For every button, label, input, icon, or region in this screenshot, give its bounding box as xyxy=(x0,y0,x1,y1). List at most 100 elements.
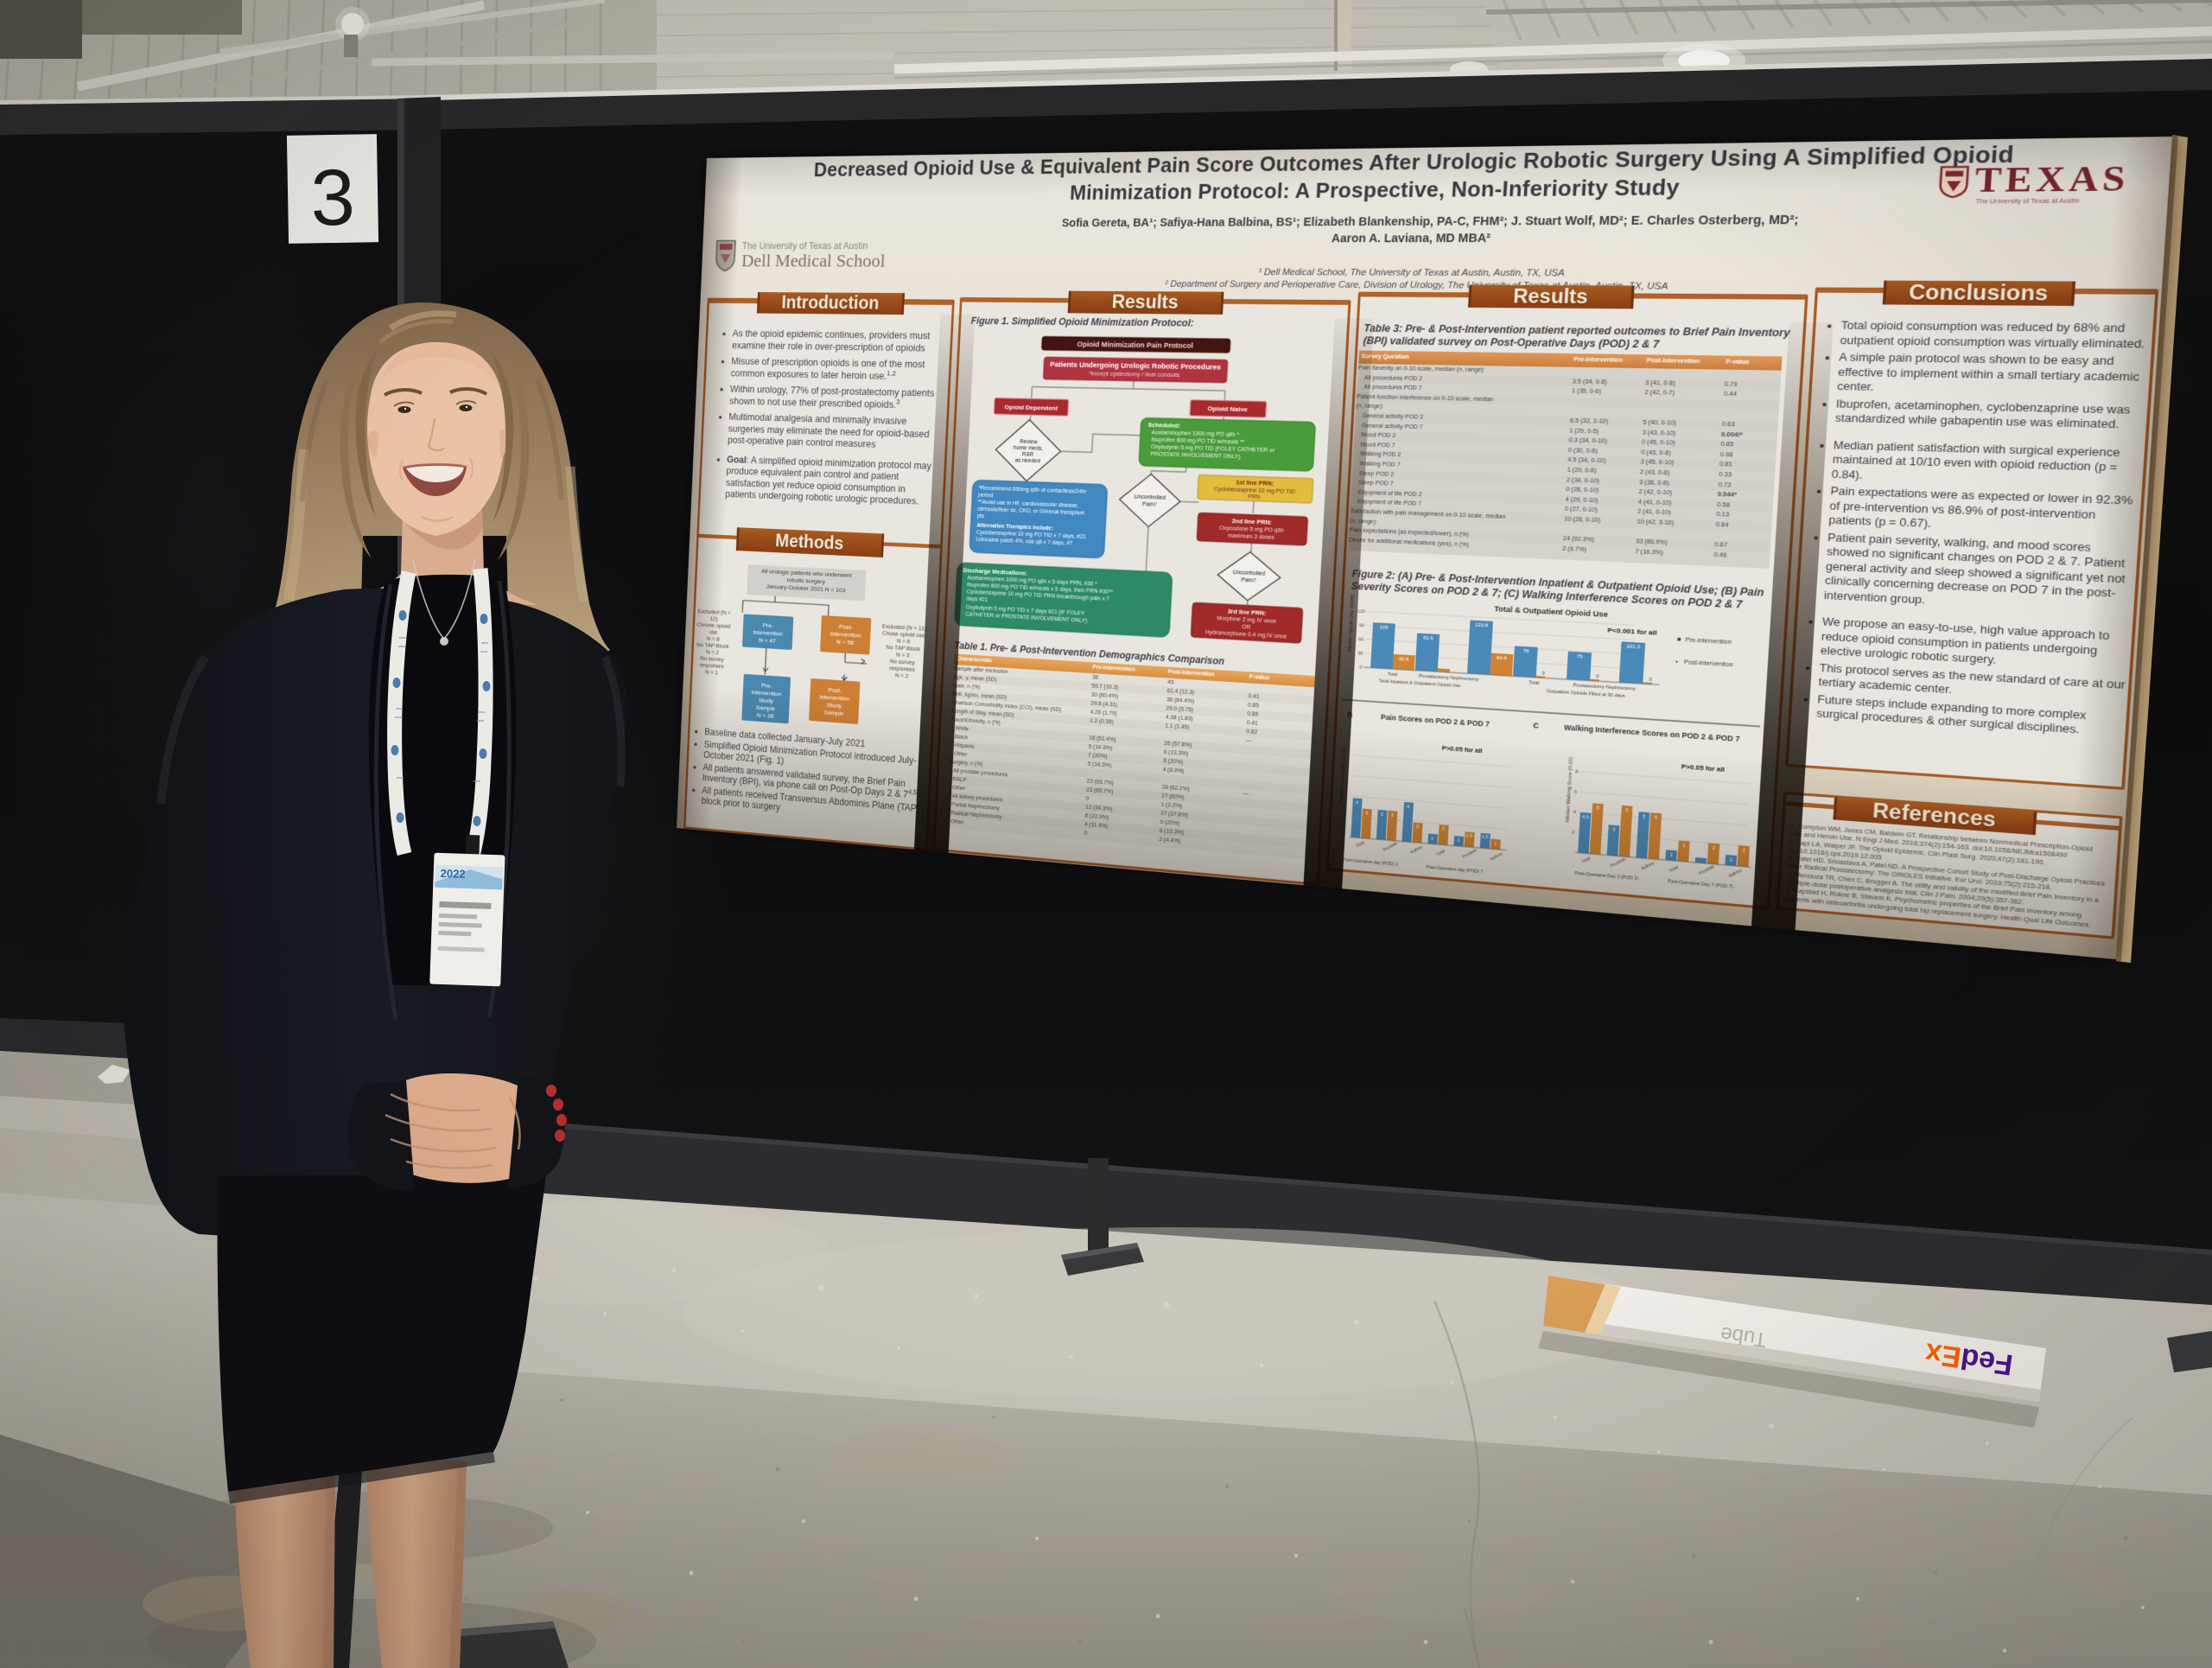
svg-text:120: 120 xyxy=(1357,608,1366,614)
svg-text:32.6: 32.6 xyxy=(1398,656,1408,663)
svg-text:4: 4 xyxy=(1356,799,1359,805)
svg-text:2: 2 xyxy=(1416,824,1420,829)
svg-text:Pre-: Pre- xyxy=(761,683,772,690)
svg-text:Pre-: Pre- xyxy=(762,622,773,629)
svg-text:5: 5 xyxy=(1625,807,1629,812)
svg-text:3rd line PRN:: 3rd line PRN: xyxy=(1228,609,1267,617)
svg-text:12): 12) xyxy=(710,616,718,622)
svg-text:5: 5 xyxy=(1643,814,1646,819)
svg-text:Post-: Post- xyxy=(839,624,853,632)
svg-text:2: 2 xyxy=(1742,848,1745,854)
svg-text:Study: Study xyxy=(827,702,842,710)
svg-text:Intervention: Intervention xyxy=(753,629,783,638)
svg-text:Oxycodone 5 mg PO q6h: Oxycodone 5 mg PO q6h xyxy=(1219,525,1284,534)
svg-text:days #21: days #21 xyxy=(966,596,988,603)
svg-text:responses: responses xyxy=(889,666,915,674)
svg-text:Uncontrolled: Uncontrolled xyxy=(1134,494,1166,501)
svg-text:4: 4 xyxy=(1573,809,1576,814)
svg-text:5: 5 xyxy=(1655,815,1658,820)
svg-text:as needed: as needed xyxy=(1014,458,1039,465)
svg-text:Pre-intervention: Pre-intervention xyxy=(1685,637,1732,646)
svg-text:robotic surgery: robotic surgery xyxy=(787,577,826,586)
svg-text:Opioid Naive: Opioid Naive xyxy=(1207,405,1248,413)
svg-text:Opioid Minimization Pain Proto: Opioid Minimization Pain Protocol xyxy=(1077,340,1193,350)
svg-text:Intervention: Intervention xyxy=(819,694,850,703)
svg-text:1: 1 xyxy=(1494,841,1497,846)
svg-text:78: 78 xyxy=(1522,648,1529,655)
svg-text:Pain?: Pain? xyxy=(1142,502,1157,509)
svg-text:2: 2 xyxy=(1572,830,1575,835)
svg-text:Excluded (N =: Excluded (N = xyxy=(697,609,731,617)
svg-text:Total: Total xyxy=(1580,855,1592,864)
svg-text:cirrhosis/liver dz, CKD, or GI: cirrhosis/liver dz, CKD, or GI/renal tra… xyxy=(977,506,1084,517)
svg-text:Morphine 2 mg IV once: Morphine 2 mg IV once xyxy=(1217,616,1276,626)
svg-text:Alternative Therapies include:: Alternative Therapies include: xyxy=(976,523,1053,532)
svg-text:Total: Total xyxy=(1355,839,1365,848)
svg-text:Oxybutynin 5 mg PO TID (FOLEY: Oxybutynin 5 mg PO TID (FOLEY CATHETER o… xyxy=(1151,444,1275,454)
svg-text:Outpatient Opioids Filled at 3: Outpatient Opioids Filled at 30 days xyxy=(1547,688,1626,698)
svg-text:1.5: 1.5 xyxy=(1482,834,1490,840)
svg-text:N = 2: N = 2 xyxy=(895,673,910,680)
svg-text:2: 2 xyxy=(1682,843,1686,848)
svg-text:home meds,: home meds, xyxy=(1014,445,1044,452)
svg-text:3: 3 xyxy=(1381,812,1384,817)
svg-text:**Avoid use in HF, cardiovascu: **Avoid use in HF, cardiovascular diseas… xyxy=(978,500,1079,509)
svg-text:PRN: PRN xyxy=(1248,494,1260,501)
svg-text:60: 60 xyxy=(1358,637,1364,642)
svg-text:Total: Total xyxy=(1388,672,1398,678)
svg-text:Prostatectomy Nephrectomy: Prostatectomy Nephrectomy xyxy=(1573,682,1637,691)
svg-text:64.8: 64.8 xyxy=(1497,655,1508,662)
svg-text:Prostatectomy Nephrectomy: Prostatectomy Nephrectomy xyxy=(1419,673,1480,682)
svg-text:C: C xyxy=(1533,723,1539,730)
svg-text:N = 1: N = 1 xyxy=(705,670,719,676)
svg-text:30: 30 xyxy=(1357,651,1363,656)
svg-text:62.6: 62.6 xyxy=(1423,635,1434,642)
svg-text:Scheduled:: Scheduled: xyxy=(1147,423,1180,430)
svg-text:105: 105 xyxy=(1379,625,1389,632)
svg-text:Chose opioid use: Chose opioid use xyxy=(882,631,926,640)
svg-text:4: 4 xyxy=(1407,804,1410,809)
svg-text:No survey: No survey xyxy=(700,656,724,663)
svg-text:2022: 2022 xyxy=(440,867,465,881)
svg-text:period: period xyxy=(978,493,993,499)
svg-text:use: use xyxy=(709,630,718,636)
svg-text:1: 1 xyxy=(1431,836,1434,841)
svg-text:75: 75 xyxy=(1576,653,1583,660)
svg-text:Acetaminophen 1000 mg PO q8h *: Acetaminophen 1000 mg PO q8h * xyxy=(1152,430,1241,439)
svg-text:OR: OR xyxy=(1242,625,1250,632)
svg-text:Intervention: Intervention xyxy=(752,690,782,698)
svg-text:1.5: 1.5 xyxy=(1465,832,1473,838)
svg-text:3: 3 xyxy=(1365,811,1369,816)
svg-text:2nd line PRN:: 2nd line PRN: xyxy=(1231,519,1272,526)
svg-text:N = 8: N = 8 xyxy=(707,636,721,642)
svg-text:N = 38: N = 38 xyxy=(757,712,774,720)
svg-text:■: ■ xyxy=(1677,637,1682,644)
svg-text:No TAP Block: No TAP Block xyxy=(886,645,921,653)
svg-text:1: 1 xyxy=(1457,837,1460,843)
svg-text:N = 3: N = 3 xyxy=(896,653,911,659)
svg-text:PROSTATE INVOLVEMENT ONLY): PROSTATE INVOLVEMENT ONLY) xyxy=(1150,452,1240,461)
svg-text:P>0.05 for all: P>0.05 for all xyxy=(1681,764,1726,774)
svg-text:8: 8 xyxy=(1575,769,1579,774)
svg-text:No survey: No survey xyxy=(890,659,915,666)
svg-text:Opioid Dependent: Opioid Dependent xyxy=(1004,404,1058,412)
svg-text:0: 0 xyxy=(1542,671,1546,676)
svg-text:Ibuprofen 600 mg PO TID w/meal: Ibuprofen 600 mg PO TID w/meals ** xyxy=(1151,437,1245,446)
svg-text:P>0.05 for all: P>0.05 for all xyxy=(1441,746,1483,755)
svg-text:N = 2: N = 2 xyxy=(706,650,720,656)
svg-text:P<0.001 for all: P<0.001 for all xyxy=(1607,627,1657,638)
svg-text:Lidocaine patch 4%, use q8 x 7: Lidocaine patch 4%, use q8 x 7 days, #7 xyxy=(976,537,1072,547)
svg-text:3: 3 xyxy=(1612,827,1616,832)
svg-text:Post-: Post- xyxy=(828,687,842,695)
svg-text:Total Inpatient & Outpatient O: Total Inpatient & Outpatient Opioid Use xyxy=(1379,678,1462,689)
svg-text:3: 3 xyxy=(1391,812,1395,818)
svg-text:Cyclobenzaprine 10 mg PO TID: Cyclobenzaprine 10 mg PO TID xyxy=(1214,487,1295,495)
svg-text:2: 2 xyxy=(1442,825,1446,831)
svg-text:Study: Study xyxy=(759,697,774,705)
svg-text:Intervention: Intervention xyxy=(830,631,861,640)
svg-text:3: 3 xyxy=(310,154,356,243)
svg-text:*except cystectomy / ileal con: *except cystectomy / ileal conduits xyxy=(1089,372,1180,379)
svg-text:Total: Total xyxy=(1435,848,1446,856)
svg-text:Sample: Sample xyxy=(756,704,776,712)
svg-text:90: 90 xyxy=(1359,622,1365,627)
